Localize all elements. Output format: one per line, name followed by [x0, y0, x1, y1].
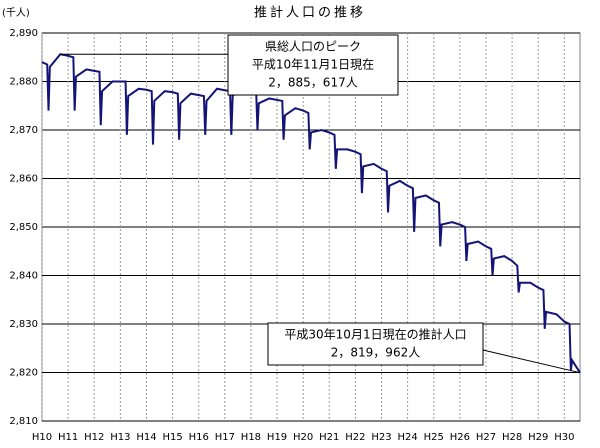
x-tick-label: H26: [450, 432, 470, 443]
x-tick-label: H30: [554, 432, 574, 443]
x-tick-label: H23: [371, 432, 391, 443]
y-tick-label: 2,860: [9, 174, 38, 185]
x-tick-label: H14: [136, 432, 156, 443]
x-tick-label: H27: [476, 432, 496, 443]
data-line: [41, 53, 581, 374]
y-tick-label: 2,890: [9, 28, 38, 39]
leader-line: [482, 349, 581, 374]
y-tick-label: 2,850: [9, 222, 38, 233]
x-tick-label: H16: [189, 432, 209, 443]
annotation-box: [267, 322, 484, 366]
annotation-text: 県総人口のピーク: [265, 40, 361, 54]
chart-title: 推計人口の推移: [254, 5, 366, 21]
x-tick-label: H21: [319, 432, 339, 443]
y-tick-label: 2,870: [9, 125, 38, 136]
annotation-text: 平成10年11月1日現在: [252, 58, 374, 72]
annotation-text: 平成30年10月1日現在の推計人口: [284, 327, 466, 342]
x-tick-label: H24: [398, 432, 418, 443]
x-tick-label: H17: [215, 432, 235, 443]
annotation-text: 2，885，617人: [268, 76, 357, 90]
x-tick-label: H29: [528, 432, 548, 443]
x-tick-label: H25: [424, 432, 444, 443]
y-tick-label: 2,840: [9, 271, 38, 282]
annotation-text: 2，819，962人: [331, 346, 420, 360]
y-tick-label: 2,830: [9, 319, 38, 330]
y-axis-label: (千人): [2, 7, 30, 19]
x-tick-label: H18: [241, 432, 261, 443]
x-tick-label: H10: [32, 432, 52, 443]
x-tick-label: H28: [502, 432, 522, 443]
x-tick-label: H13: [110, 432, 130, 443]
x-tick-label: H20: [293, 432, 313, 443]
y-tick-label: 2,820: [9, 368, 38, 379]
x-tick-label: H12: [84, 432, 104, 443]
annotation-box: [227, 34, 399, 96]
x-tick-label: H22: [345, 432, 365, 443]
x-tick-label: H15: [162, 432, 182, 443]
x-tick-label: H19: [267, 432, 287, 443]
y-tick-label: 2,810: [9, 416, 38, 427]
x-tick-label: H11: [58, 432, 78, 443]
y-tick-label: 2,880: [9, 77, 38, 88]
